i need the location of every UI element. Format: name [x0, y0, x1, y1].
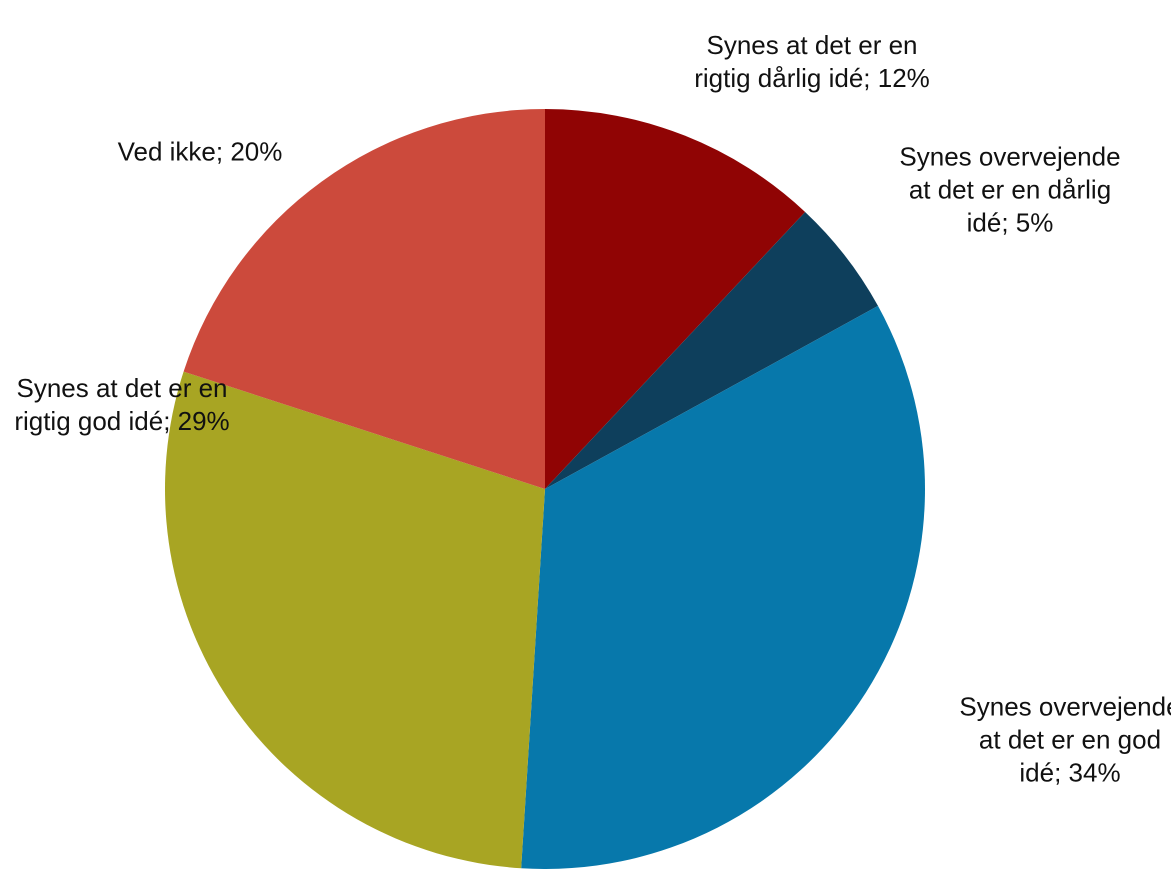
pie-slice: [545, 109, 806, 489]
data-label: Synes overvejende at det er en god idé; …: [959, 691, 1171, 788]
pie-slice: [164, 371, 545, 869]
data-label: Synes at det er en rigtig dårlig idé; 12…: [694, 30, 930, 93]
data-label: Ved ikke; 20%: [117, 136, 283, 167]
pie-slice: [183, 109, 546, 489]
pie-slice: [521, 305, 925, 869]
data-label: Synes overvejende at det er en dårlig id…: [899, 141, 1121, 238]
data-label: Synes at det er en rigtig god idé; 29%: [14, 373, 230, 436]
pie-slice: [545, 211, 878, 489]
